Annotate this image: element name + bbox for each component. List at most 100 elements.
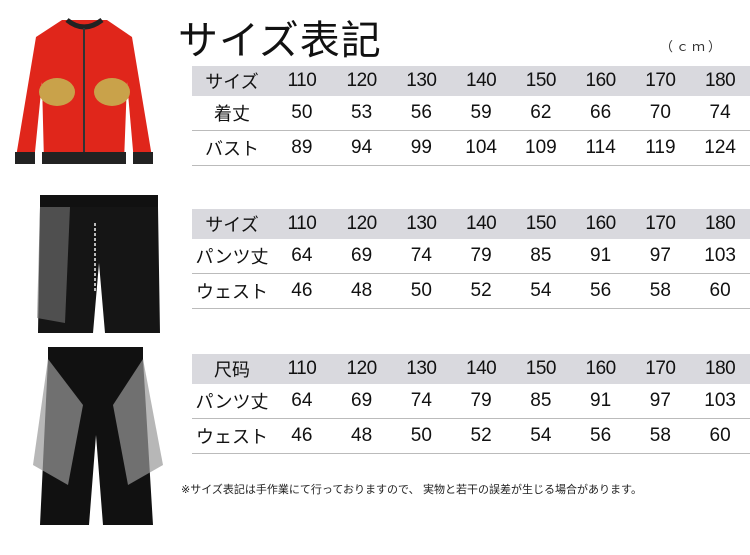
value-cell: 54: [530, 425, 552, 446]
table-header: サイズ 110 120 130 140 150 160 170 180: [192, 209, 750, 239]
value-cell: 97: [649, 245, 671, 266]
table-row: 着丈 50 53 56 59 62 66 70 74: [192, 96, 750, 131]
size-cell: 150: [525, 213, 557, 234]
size-cell: 170: [645, 358, 676, 379]
row-label: ウェスト: [196, 427, 268, 448]
size-cell: 180: [705, 213, 736, 234]
value-cell: 66: [590, 102, 612, 123]
value-cell: 52: [470, 280, 492, 301]
value-cell: 97: [649, 390, 671, 411]
header-label: サイズ: [205, 215, 259, 236]
disclaimer-note: ※サイズ表記は手作業にて行っておりますので、 実物と若干の誤差が生じる場合があり…: [181, 483, 642, 496]
size-cell: 160: [585, 70, 617, 91]
value-cell: 56: [410, 102, 432, 123]
value-cell: 99: [410, 137, 432, 158]
printed-pants-image: [33, 347, 163, 525]
size-cell: 120: [346, 213, 378, 234]
value-cell: 64: [291, 390, 313, 411]
value-cell: 60: [709, 425, 731, 446]
value-cell: 46: [291, 280, 313, 301]
value-cell: 91: [590, 245, 612, 266]
skirt-pants-image: [37, 195, 160, 333]
value-cell: 85: [530, 245, 552, 266]
value-cell: 50: [410, 425, 432, 446]
size-cell: 150: [525, 70, 557, 91]
value-cell: 114: [585, 137, 616, 158]
size-cell: 130: [406, 358, 437, 379]
size-cell: 160: [585, 358, 617, 379]
row-label: パンツ丈: [195, 392, 269, 413]
table-header: 尺码 110 120 130 140 150 160 170 180: [192, 354, 750, 384]
row-label: パンツ丈: [195, 247, 269, 268]
value-cell: 58: [649, 280, 671, 301]
skirt-pants-size-table: サイズ 110 120 130 140 150 160 170 180 パンツ丈 64 69 74 79 8…: [192, 209, 750, 309]
value-cell: 64: [291, 245, 313, 266]
value-cell: 94: [351, 137, 373, 158]
page-title: サイズ表記: [178, 18, 382, 64]
value-cell: 74: [410, 390, 432, 411]
value-cell: 56: [590, 280, 612, 301]
value-cell: 52: [470, 425, 492, 446]
row-label: バスト: [205, 139, 259, 160]
table-row: ウェスト 46 48 50 52 54 56 58 60: [192, 274, 750, 309]
value-cell: 50: [410, 280, 432, 301]
value-cell: 119: [645, 137, 676, 158]
size-cell: 140: [466, 358, 497, 379]
size-cell: 150: [525, 358, 557, 379]
value-cell: 60: [709, 280, 731, 301]
size-cell: 170: [645, 213, 676, 234]
size-cell: 130: [406, 70, 437, 91]
jacket-image: [15, 17, 153, 164]
printed-pants-size-table: 尺码 110 120 130 140 150 160 170 180 パンツ丈 64 69 74 79 85…: [192, 354, 750, 454]
row-label: 着丈: [214, 104, 250, 125]
size-cell: 120: [346, 358, 378, 379]
value-cell: 62: [530, 102, 552, 123]
size-cell: 110: [287, 70, 317, 91]
table-header: サイズ 110 120 130 140 150 160 170 180: [192, 66, 750, 96]
value-cell: 70: [649, 102, 671, 123]
size-cell: 170: [645, 70, 676, 91]
header-label: サイズ: [205, 72, 259, 93]
size-cell: 140: [466, 70, 497, 91]
value-cell: 48: [351, 425, 373, 446]
value-cell: 91: [590, 390, 612, 411]
table-row: パンツ丈 64 69 74 79 85 91 97 103: [192, 384, 750, 419]
value-cell: 59: [470, 102, 492, 123]
value-cell: 56: [590, 425, 612, 446]
value-cell: 79: [470, 245, 492, 266]
value-cell: 103: [704, 390, 736, 411]
size-cell: 140: [466, 213, 497, 234]
value-cell: 48: [351, 280, 373, 301]
value-cell: 50: [291, 102, 313, 123]
value-cell: 46: [291, 425, 313, 446]
size-cell: 180: [705, 358, 736, 379]
size-cell: 120: [346, 70, 378, 91]
value-cell: 69: [351, 390, 373, 411]
value-cell: 124: [704, 137, 736, 158]
size-cell: 130: [406, 213, 437, 234]
row-label: ウェスト: [196, 282, 268, 303]
value-cell: 89: [291, 137, 313, 158]
size-cell: 160: [585, 213, 617, 234]
table-row: バスト 89 94 99 104 109 114 119 124: [192, 131, 750, 166]
value-cell: 74: [709, 102, 731, 123]
value-cell: 79: [470, 390, 492, 411]
value-cell: 74: [410, 245, 432, 266]
value-cell: 104: [465, 137, 497, 158]
value-cell: 58: [649, 425, 671, 446]
value-cell: 53: [351, 102, 373, 123]
value-cell: 109: [525, 137, 557, 158]
table-row: パンツ丈 64 69 74 79 85 91 97 103: [192, 239, 750, 274]
size-cell: 180: [705, 70, 736, 91]
value-cell: 69: [351, 245, 373, 266]
size-cell: 110: [287, 213, 317, 234]
header-label: 尺码: [214, 360, 250, 381]
jacket-size-table: サイズ 110 120 130 140 150 160 170 180 着丈 50…: [192, 66, 750, 166]
table-row: ウェスト 46 48 50 52 54 56 58 60: [192, 419, 750, 454]
value-cell: 85: [530, 390, 552, 411]
size-cell: 110: [287, 358, 317, 379]
value-cell: 103: [704, 245, 736, 266]
unit-label: （ｃｍ）: [660, 40, 725, 55]
value-cell: 54: [530, 280, 552, 301]
